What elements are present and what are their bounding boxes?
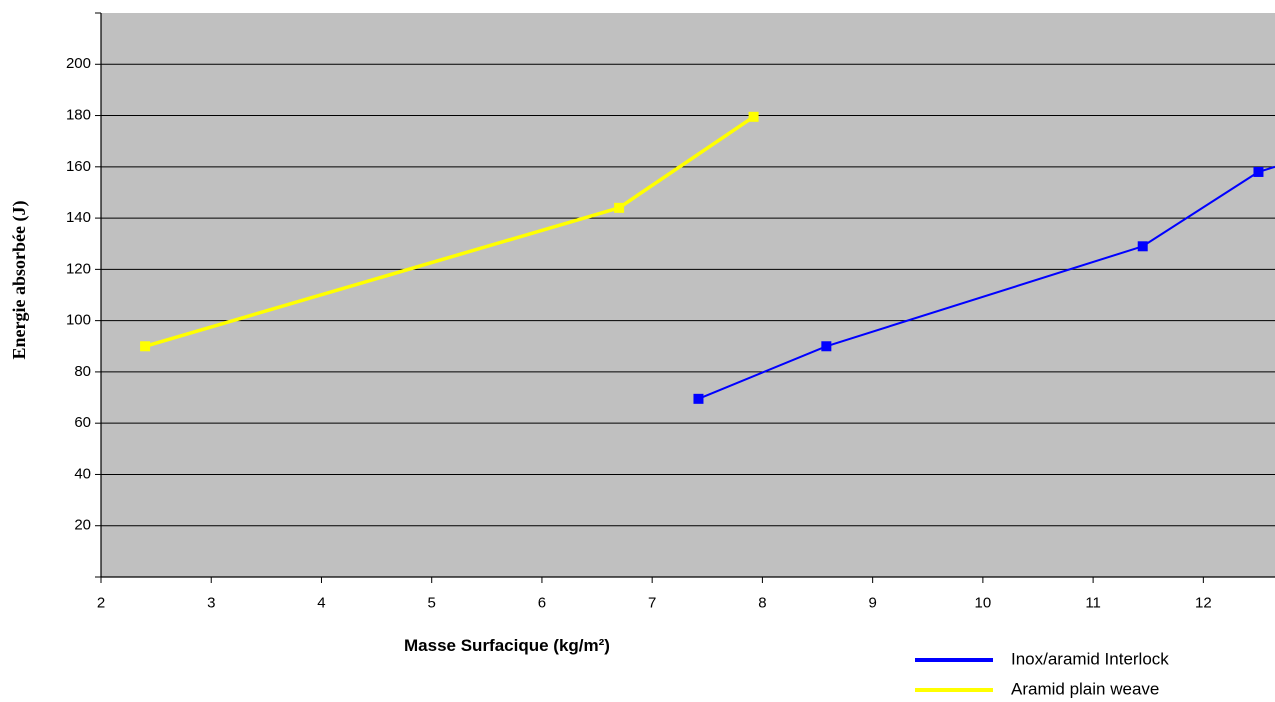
legend-label: Aramid plain weave: [1011, 679, 1159, 698]
y-tick-label: 100: [66, 312, 91, 329]
x-tick-label: 11: [1085, 594, 1101, 611]
x-tick-label: 10: [975, 594, 992, 611]
y-tick-label: 180: [66, 107, 91, 124]
x-tick-label: 9: [868, 594, 876, 611]
data-point: [140, 341, 151, 352]
axes: [100, 13, 1275, 578]
x-tick-label: 4: [317, 594, 325, 611]
y-tick-label: 140: [66, 209, 91, 226]
y-axis-title: Energie absorbée (J): [9, 201, 30, 360]
y-tick-label: 60: [74, 414, 91, 431]
y-tick-label: 40: [74, 465, 91, 482]
y-tick-label: 120: [66, 260, 91, 277]
y-tick-label: 80: [74, 363, 91, 380]
data-point: [821, 341, 832, 352]
plot-area: [101, 13, 1275, 577]
series-layer: [140, 111, 1275, 404]
y-axis-ticks: 20 40 60 80 100 120 140 160 180 200: [66, 12, 101, 578]
x-tick-label: 3: [207, 594, 215, 611]
x-tick-label: 6: [538, 594, 546, 611]
x-tick-label: 2: [97, 594, 105, 611]
x-tick-label: 5: [428, 594, 436, 611]
data-point: [1253, 166, 1264, 177]
series-1: [140, 111, 759, 352]
gridlines: [101, 63, 1275, 527]
x-axis-title: Masse Surfacique (kg/m²): [404, 636, 610, 655]
x-axis-ticks: 2 3 4 5 6 7 8 9 10 11 12: [97, 577, 1212, 611]
data-point: [748, 111, 759, 122]
legend: Inox/aramid Interlock Aramid plain weave: [915, 649, 1169, 698]
data-point: [614, 202, 625, 213]
x-tick-label: 7: [648, 594, 656, 611]
y-tick-label: 160: [66, 158, 91, 175]
data-point: [693, 393, 704, 404]
x-tick-label: 8: [758, 594, 766, 611]
data-point: [1137, 241, 1148, 252]
y-tick-label: 200: [66, 55, 91, 72]
legend-label: Inox/aramid Interlock: [1011, 649, 1169, 668]
y-tick-label: 20: [74, 517, 91, 534]
x-tick-label: 12: [1195, 594, 1212, 611]
series-0: [693, 165, 1275, 404]
